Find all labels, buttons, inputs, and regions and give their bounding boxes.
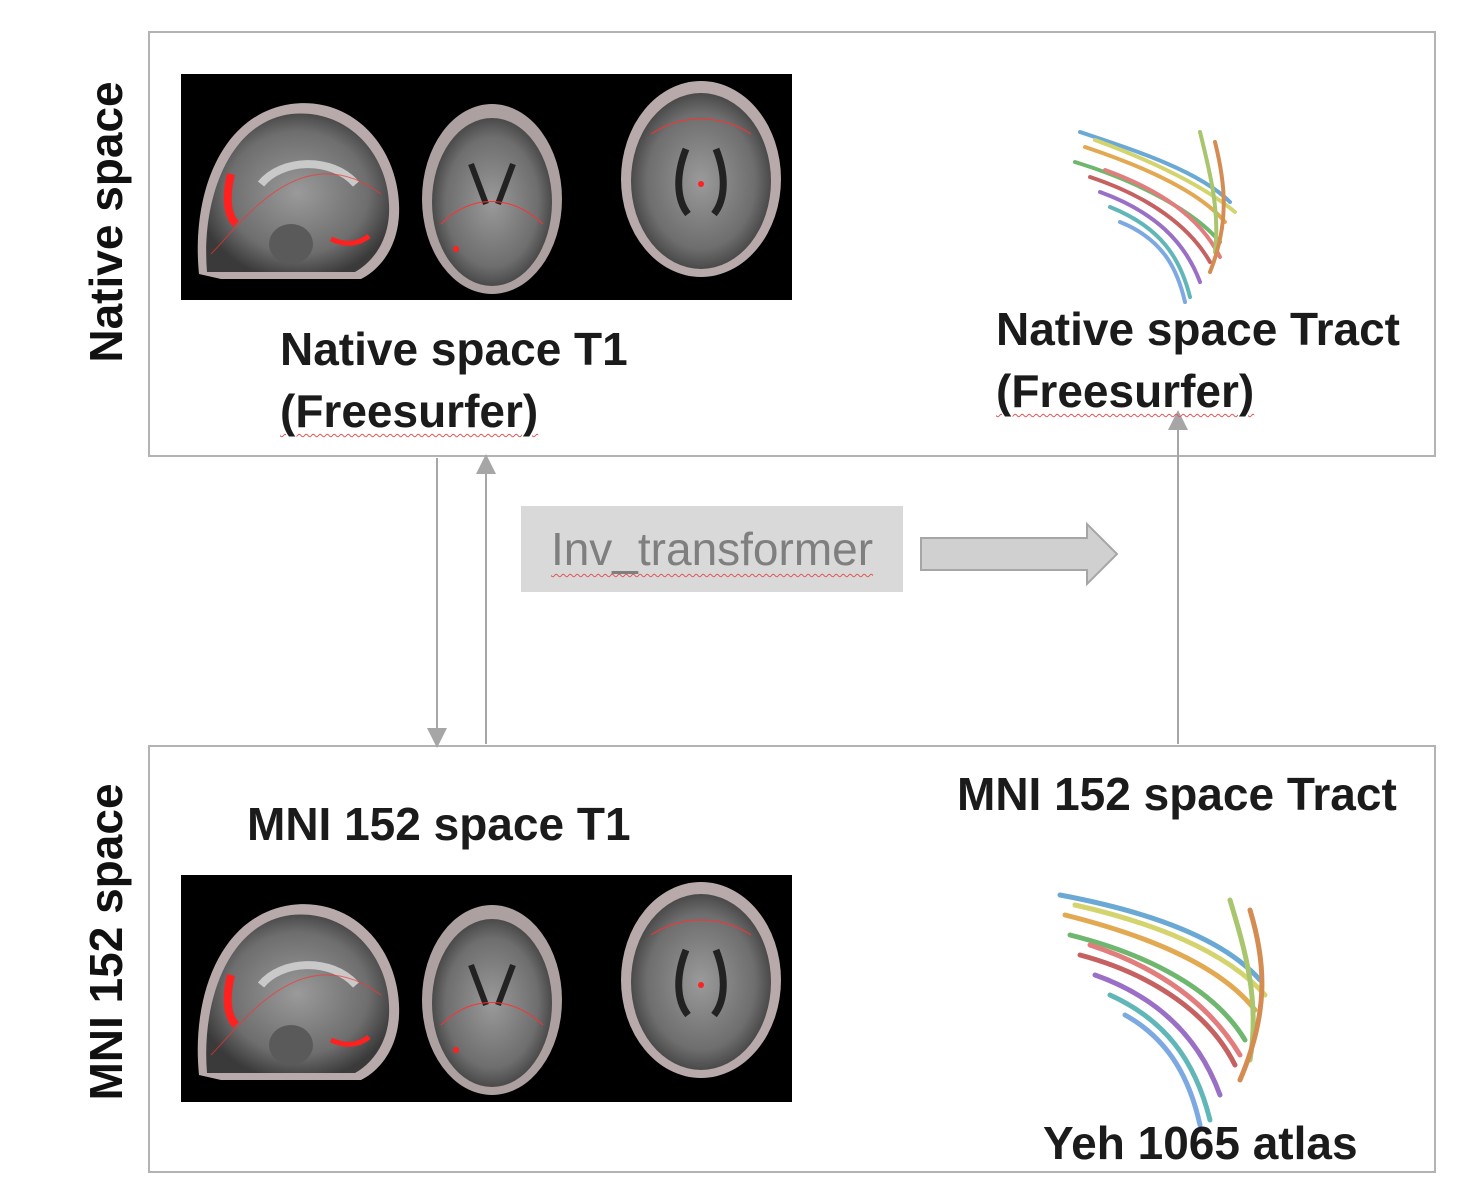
sagittal-slice xyxy=(197,103,400,280)
sagittal-slice xyxy=(197,904,400,1080)
mni-space-label: MNI 152 space xyxy=(80,783,132,1101)
native-space-label: Native space xyxy=(80,81,132,363)
native-t1-mri-slices xyxy=(181,74,792,300)
native-tract-caption-line1: Native space Tract xyxy=(996,303,1401,355)
native-tract-caption: Native space Tract (Freesurfer) xyxy=(996,298,1400,422)
native-tract-caption-line2-text: (Freesurfer) xyxy=(996,365,1255,417)
native-tract-caption-line2: (Freesurfer) xyxy=(996,360,1400,422)
mni-tract-caption: MNI 152 space Tract xyxy=(957,768,1397,820)
tractography-bundle-icon xyxy=(1057,892,1268,1128)
coronal-slice xyxy=(422,104,562,294)
tractography-bundle-icon xyxy=(1073,130,1237,304)
mni-tract-image xyxy=(1050,880,1290,1130)
native-t1-caption-line2: (Freesurfer) xyxy=(280,380,628,442)
right-block-arrow-icon xyxy=(920,521,1119,587)
native-t1-caption-line1: Native space T1 xyxy=(280,323,628,375)
atlas-caption: Yeh 1065 atlas xyxy=(1043,1117,1358,1169)
native-tract-image xyxy=(1060,112,1255,307)
inv-transformer-box: Inv_transformer xyxy=(521,506,903,592)
native-t1-caption-line2-text: (Freesurfer) xyxy=(280,385,539,437)
inv-transformer-label: Inv_transformer xyxy=(550,523,874,575)
axial-slice xyxy=(621,81,781,277)
coronal-slice xyxy=(422,905,562,1095)
mni-t1-mri-slices xyxy=(181,875,792,1102)
mri-slices-icon xyxy=(197,81,781,294)
native-t1-caption: Native space T1 (Freesurfer) xyxy=(280,318,628,442)
axial-slice xyxy=(621,882,781,1078)
mni-t1-caption: MNI 152 space T1 xyxy=(247,798,631,850)
mri-slices-icon xyxy=(197,882,781,1095)
